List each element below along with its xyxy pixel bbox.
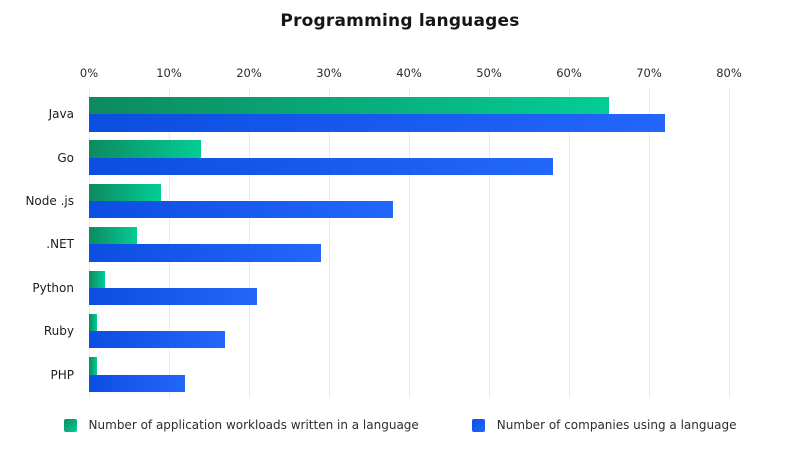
legend-swatch-workloads xyxy=(63,418,77,432)
x-axis: 0% 10% 20% 30% 40% 50% 60% 70% 80% xyxy=(0,66,800,80)
x-tick-label-40: 40% xyxy=(396,66,422,80)
legend-item-companies: Number of companies using a language xyxy=(471,418,737,432)
x-tick-label-60: 60% xyxy=(556,66,582,80)
category-label-ruby: Ruby xyxy=(43,324,74,339)
bar-workloads-php xyxy=(89,357,97,375)
bar-companies-net xyxy=(89,244,321,262)
plot-area: Java Go Node .js .NET Python Ruby PHP xyxy=(0,88,800,397)
category-label-php: PHP xyxy=(50,367,75,382)
legend-label-companies: Number of companies using a language xyxy=(496,418,737,432)
bar-workloads-java xyxy=(89,97,609,115)
gridline-20 xyxy=(249,88,250,397)
x-tick-label-10: 10% xyxy=(156,66,182,80)
bar-companies-java xyxy=(89,114,665,132)
category-label-go: Go xyxy=(57,150,74,165)
bar-workloads-python xyxy=(89,270,105,288)
x-tick-label-50: 50% xyxy=(476,66,502,80)
category-label-java: Java xyxy=(48,107,74,122)
gridline-80 xyxy=(729,88,730,397)
legend: Number of application workloads written … xyxy=(0,412,800,438)
gridline-60 xyxy=(569,88,570,397)
x-tick-label-80: 80% xyxy=(716,66,742,80)
bar-companies-php xyxy=(89,374,185,392)
gridline-30 xyxy=(329,88,330,397)
legend-item-workloads: Number of application workloads written … xyxy=(63,418,419,432)
x-tick-label-30: 30% xyxy=(316,66,342,80)
chart-title: Programming languages xyxy=(280,11,520,31)
gridline-10 xyxy=(169,88,170,397)
legend-swatch-companies xyxy=(471,418,485,432)
bar-companies-go xyxy=(89,157,553,175)
bar-companies-ruby xyxy=(89,331,225,349)
category-label-net: .NET xyxy=(46,237,74,252)
bar-companies-python xyxy=(89,287,257,306)
x-tick-label-70: 70% xyxy=(636,66,662,80)
bar-workloads-ruby xyxy=(89,313,97,332)
bar-workloads-go xyxy=(89,140,201,158)
gridline-50 xyxy=(489,88,490,397)
bar-companies-node-js xyxy=(89,201,393,219)
legend-label-workloads: Number of application workloads written … xyxy=(88,418,419,432)
x-tick-label-20: 20% xyxy=(236,66,262,80)
bar-workloads-net xyxy=(89,227,137,245)
category-label-node-js: Node .js xyxy=(25,194,74,209)
x-tick-label-0: 0% xyxy=(79,66,99,80)
gridline-70 xyxy=(649,88,650,397)
gridline-40 xyxy=(409,88,410,397)
bar-workloads-node-js xyxy=(89,183,161,202)
category-label-python: Python xyxy=(32,280,74,295)
